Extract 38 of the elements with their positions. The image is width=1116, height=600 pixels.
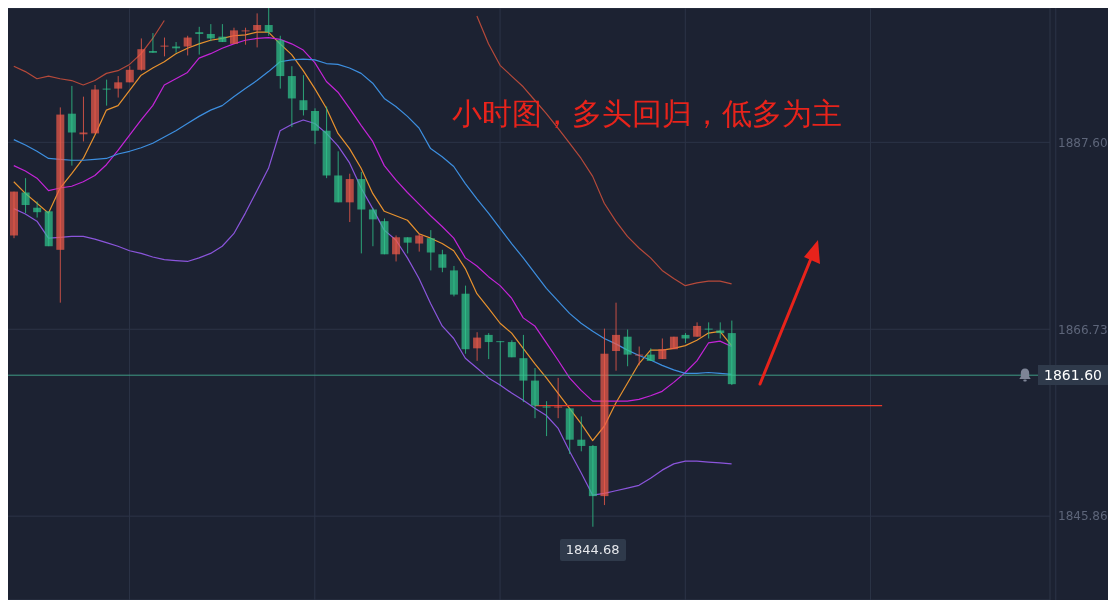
candlestick: [542, 400, 551, 437]
candlestick: [473, 331, 482, 362]
candlestick: [345, 173, 354, 223]
candlestick: [79, 96, 88, 142]
candlestick: [102, 79, 111, 107]
candlestick: [67, 85, 76, 167]
candlestick: [311, 107, 320, 145]
candlestick: [392, 234, 401, 262]
candlestick: [426, 229, 435, 271]
candlestick: [253, 12, 262, 48]
candlestick: [195, 26, 204, 56]
candlestick: [287, 65, 296, 128]
candlestick: [299, 74, 308, 116]
candlestick: [484, 332, 493, 360]
text: 小时图，多头回归，低多为主: [452, 95, 842, 133]
candlestick: [496, 340, 505, 387]
candlestick: [438, 249, 447, 273]
candlestick: [577, 415, 586, 452]
candlestick: [635, 346, 644, 366]
annotation: 1844.68: [559, 538, 626, 561]
y-tick-label: 1845.86: [1058, 509, 1108, 524]
candlestick: [554, 377, 563, 419]
candlestick: [21, 177, 30, 214]
candlestick: [612, 302, 621, 372]
candlestick: [183, 35, 192, 56]
candlestick: [137, 37, 146, 72]
ref-line-label: 1861.60: [1038, 365, 1108, 386]
candlestick: [114, 75, 123, 99]
candlestick: [160, 37, 169, 57]
candlestick: [519, 334, 528, 403]
candlestick: [264, 8, 273, 37]
candlestick: [241, 27, 250, 46]
y-tick-label: 1866.73: [1058, 322, 1108, 337]
candlestick: [368, 207, 377, 247]
candlestick: [623, 329, 632, 367]
candlestick: [704, 321, 713, 339]
y-tick-label: 1887.60: [1058, 135, 1108, 150]
candlestick: [148, 32, 157, 54]
